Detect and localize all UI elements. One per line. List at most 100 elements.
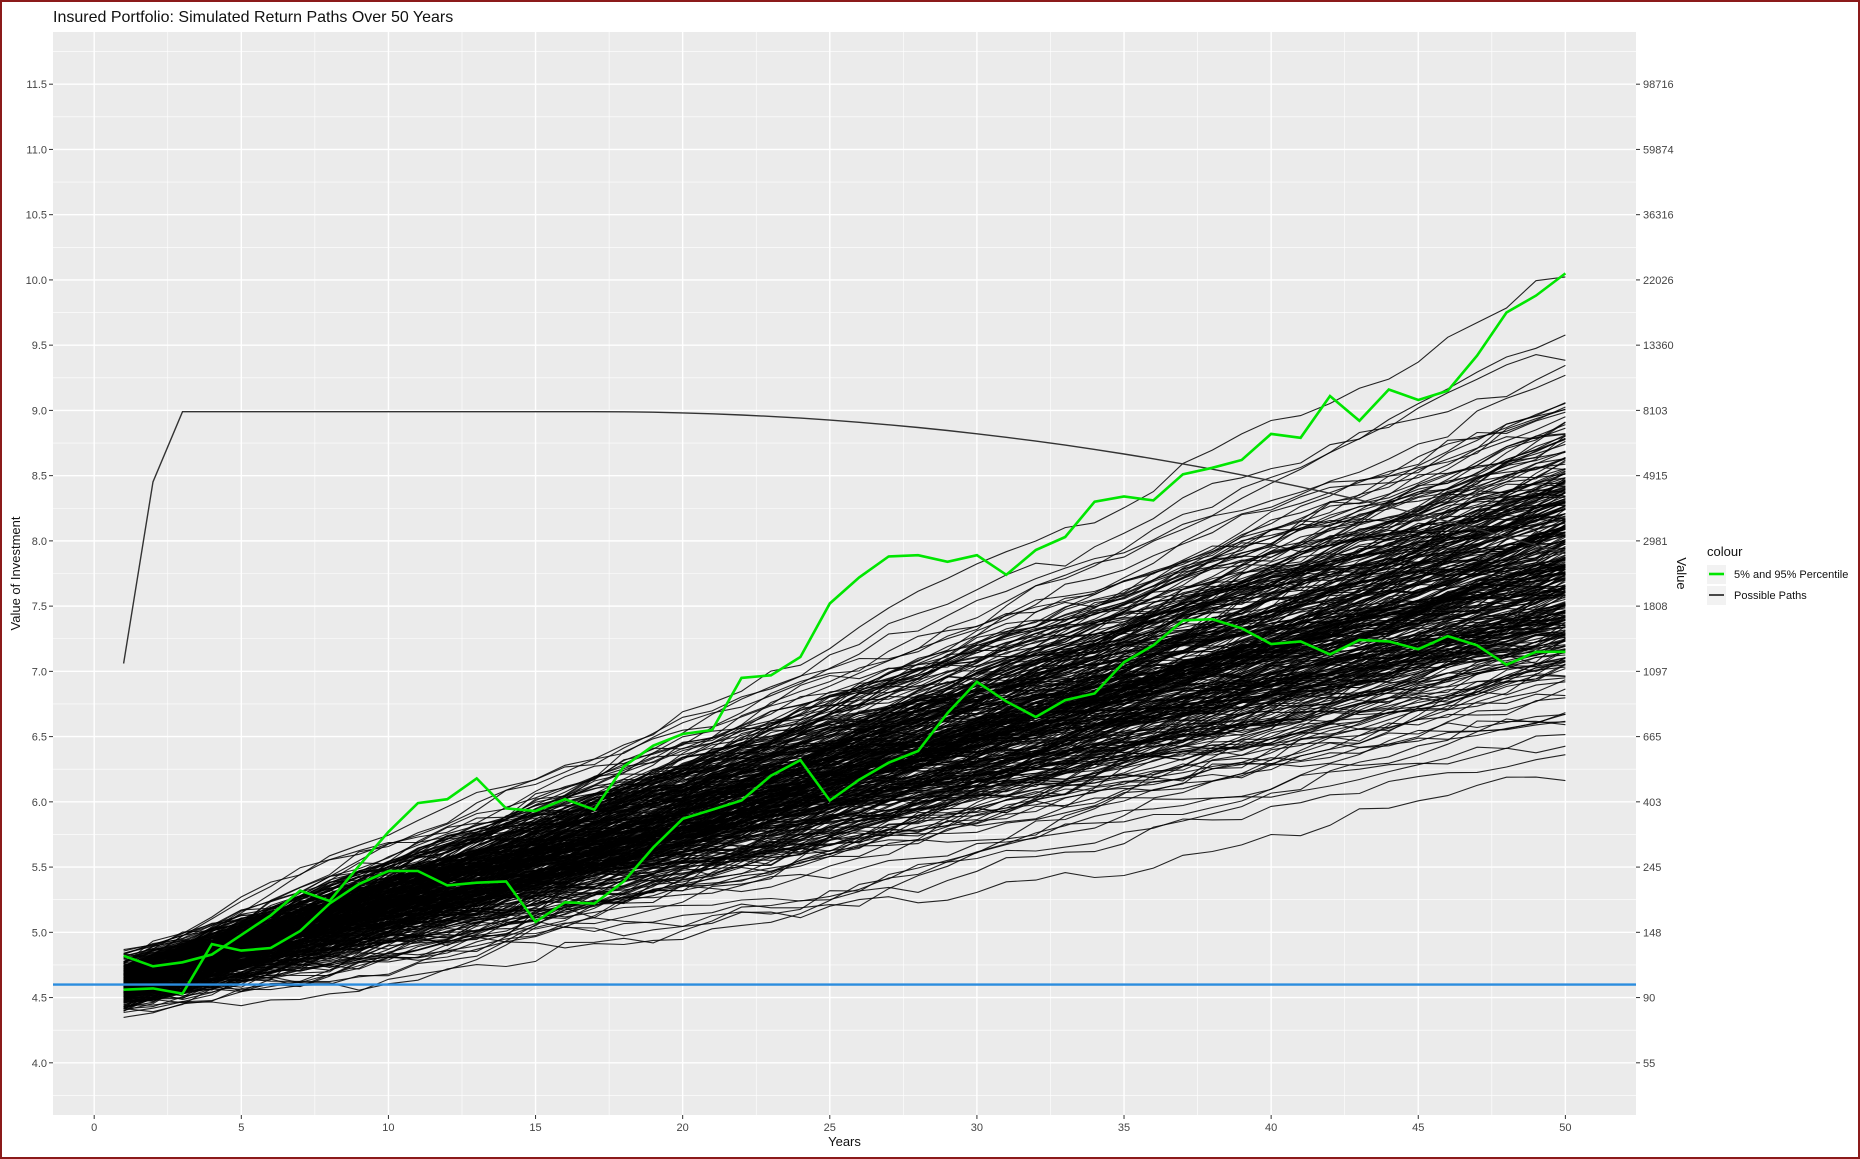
possible-path: [123, 489, 1566, 982]
possible-path: [123, 720, 1566, 1012]
possible-path: [123, 491, 1566, 963]
x-tick-label: 45: [1412, 1122, 1424, 1134]
y2-tick-label: 1097: [1643, 666, 1667, 678]
possible-path: [123, 421, 1566, 963]
percentile-line: [123, 617, 1566, 996]
possible-path: [123, 588, 1566, 988]
x-tick-label: 35: [1118, 1122, 1130, 1134]
y2-tick-label: 8103: [1643, 405, 1667, 417]
y2-tick-label: 13360: [1643, 340, 1674, 352]
y-tick-label: 4.0: [32, 1058, 47, 1070]
possible-path: [123, 520, 1566, 999]
possible-path: [123, 519, 1566, 995]
possible-path: [123, 498, 1566, 966]
possible-path: [123, 612, 1566, 957]
legend-label: Possible Paths: [1734, 590, 1807, 602]
possible-path: [123, 427, 1566, 981]
x-axis-title: Years: [828, 1134, 861, 1149]
possible-path: [123, 561, 1566, 1001]
possible-path: [123, 668, 1566, 1012]
chart-title: Insured Portfolio: Simulated Return Path…: [53, 9, 453, 26]
y-tick-label: 10.0: [26, 275, 47, 287]
y-tick-label: 4.5: [32, 993, 47, 1005]
possible-path: [123, 402, 1566, 975]
y2-tick-label: 59874: [1643, 144, 1674, 156]
y-axis-title: Value of Investment: [8, 516, 23, 630]
y-tick-label: 8.0: [32, 536, 47, 548]
y2-tick-label: 403: [1643, 797, 1661, 809]
possible-path: [123, 564, 1566, 986]
possible-path: [123, 659, 1566, 993]
x-tick-label: 50: [1559, 1122, 1571, 1134]
x-tick-label: 15: [529, 1122, 541, 1134]
x-axis: 0 5 10 15 20 25 30 35 40 45 50: [91, 1115, 1572, 1134]
legend-label: 5% and 95% Percentile: [1734, 569, 1848, 581]
possible-path: [123, 477, 1566, 994]
x-tick-label: 30: [971, 1122, 983, 1134]
y-tick-label: 5.5: [32, 862, 47, 874]
possible-path: [123, 718, 1566, 989]
possible-path: [123, 640, 1566, 970]
y-tick-label: 11.5: [26, 79, 47, 91]
y2-tick-label: 55: [1643, 1058, 1655, 1070]
y2-tick-label: 4915: [1643, 471, 1667, 483]
percentile-lines: [123, 272, 1567, 996]
y-tick-label: 6.5: [32, 732, 47, 744]
y2-tick-label: 36316: [1643, 210, 1674, 222]
possible-path: [123, 501, 1566, 966]
possible-path: [123, 411, 1566, 986]
y-tick-label: 9.5: [32, 340, 47, 352]
possible-path: [123, 334, 1566, 955]
legend: colour 5% and 95% Percentile Possible Pat…: [1707, 544, 1848, 605]
y-tick-label: 11.0: [26, 144, 47, 156]
y-axis-left: 4.0 4.5 5.0 5.5 6.0 6.5 7.0 7.5 8.0 8.5 9.0 9.5 10.0…: [26, 79, 53, 1070]
possible-path: [123, 451, 1566, 973]
y2-tick-label: 90: [1643, 993, 1655, 1005]
percentile-line: [123, 272, 1567, 968]
y-tick-label: 5.0: [32, 927, 47, 939]
possible-path: [123, 734, 1566, 996]
y-axis-right: 55 90 148 245 403 665 1097 1808 2981 4915 8103 1336…: [1636, 79, 1674, 1070]
x-tick-label: 25: [824, 1122, 836, 1134]
x-tick-label: 40: [1265, 1122, 1277, 1134]
legend-title: colour: [1707, 544, 1743, 559]
y-tick-label: 9.0: [32, 405, 47, 417]
possible-path: [123, 527, 1566, 972]
possible-path: [123, 503, 1566, 986]
possible-path: [123, 568, 1566, 993]
x-tick-label: 10: [382, 1122, 394, 1134]
y2-tick-label: 665: [1643, 732, 1661, 744]
possible-path: [123, 633, 1566, 967]
y2-tick-label: 245: [1643, 862, 1661, 874]
y2-axis-title: Value: [1674, 557, 1689, 589]
y2-tick-label: 1808: [1643, 601, 1667, 613]
possible-path: [123, 543, 1566, 977]
possible-path: [123, 557, 1566, 992]
possible-path: [123, 574, 1566, 989]
possible-path: [123, 276, 1566, 988]
x-tick-label: 0: [91, 1122, 97, 1134]
possible-path: [123, 621, 1566, 1001]
possible-paths: [122, 276, 1566, 1018]
possible-path: [123, 639, 1566, 983]
possible-path: [123, 443, 1566, 977]
possible-path: [123, 480, 1566, 973]
y-tick-label: 6.0: [32, 797, 47, 809]
possible-path: [123, 610, 1566, 1004]
possible-path: [123, 660, 1566, 981]
x-tick-label: 5: [238, 1122, 244, 1134]
y2-tick-label: 2981: [1643, 536, 1667, 548]
y-tick-label: 8.5: [32, 471, 47, 483]
outlier-path: [122, 411, 1566, 664]
x-tick-label: 20: [677, 1122, 689, 1134]
y-tick-label: 7.0: [32, 666, 47, 678]
y2-tick-label: 148: [1643, 927, 1661, 939]
possible-path: [123, 472, 1566, 1006]
possible-path: [123, 374, 1566, 965]
y-tick-label: 10.5: [26, 210, 47, 222]
possible-path: [123, 713, 1566, 991]
possible-path: [123, 604, 1566, 983]
possible-path: [123, 435, 1566, 977]
